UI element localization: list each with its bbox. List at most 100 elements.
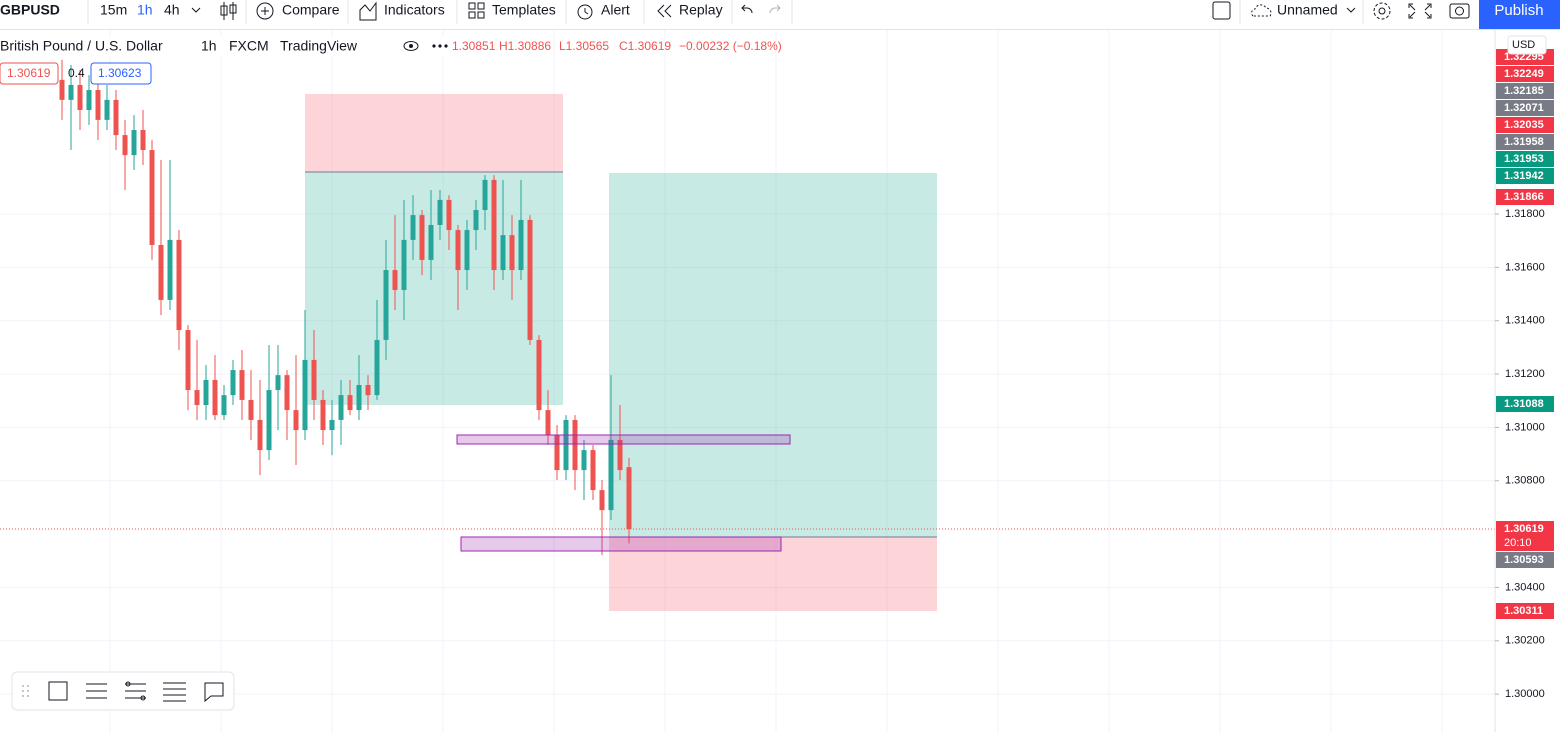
candle-body <box>203 379 209 406</box>
horizontal-grid <box>0 213 1495 695</box>
candle-body <box>68 84 74 100</box>
price-label: 1.31958 <box>1504 136 1544 148</box>
legend-bg <box>0 36 448 56</box>
publish-button[interactable] <box>1479 0 1560 29</box>
target-zone <box>305 172 563 405</box>
replay-icon[interactable] <box>657 4 672 18</box>
candle-body <box>365 385 371 396</box>
price-label-bg <box>1496 396 1554 412</box>
sell-box[interactable] <box>0 62 59 85</box>
candle-body <box>419 215 425 260</box>
candle-body <box>239 370 245 400</box>
fullscreen-icon[interactable] <box>1408 3 1432 19</box>
candle-body <box>275 375 281 391</box>
chevron[interactable] <box>191 7 201 13</box>
currency-button[interactable] <box>1507 35 1547 55</box>
price-label: 1.30619 <box>1504 523 1544 535</box>
y-tick-label: 1.31000 <box>1505 421 1545 433</box>
drawing-toolbar <box>11 671 235 711</box>
vertical-grid <box>109 30 1443 732</box>
candle-body <box>482 179 488 211</box>
candle-body <box>302 359 308 431</box>
rectangle-tool[interactable] <box>48 681 68 701</box>
candle-body <box>257 419 263 451</box>
candle-body <box>500 235 506 271</box>
candle-body <box>437 199 443 225</box>
legend-high: H1.30886 <box>499 39 551 53</box>
price-label: 1.32185 <box>1504 85 1544 97</box>
target-zone <box>609 173 937 537</box>
candle-body <box>392 270 398 291</box>
legend-exchange: FXCM <box>229 38 269 54</box>
spread: 0.4 <box>68 66 85 80</box>
interval[interactable]: 1h <box>137 2 153 18</box>
legend-low: L1.30565 <box>559 39 609 53</box>
symbol[interactable]: GBPUSD <box>0 2 60 18</box>
chart-type-icon[interactable] <box>220 2 237 20</box>
candle-body <box>95 90 101 120</box>
legend-open: 1.30851 <box>452 39 496 53</box>
candle-body <box>149 150 155 245</box>
candle-body <box>140 130 146 151</box>
price-label-bg <box>1496 603 1554 619</box>
candle-body <box>59 79 65 100</box>
price-axis-labels: 1.31800 1.31600 1.31400 1.31200 1.31000 1.308… <box>1495 208 1545 700</box>
templates-icon[interactable] <box>468 2 485 19</box>
snapshot-icon[interactable] <box>1449 3 1470 19</box>
zone-rectangle <box>456 434 791 445</box>
candle-body <box>77 84 83 111</box>
y-tick-label: 1.30000 <box>1505 688 1545 700</box>
y-tick-label: 1.30200 <box>1505 635 1545 647</box>
layout-name[interactable]: Unnamed <box>1277 2 1338 18</box>
candle-body <box>176 239 182 331</box>
price-label: 1.32071 <box>1504 102 1544 114</box>
compare-icon[interactable] <box>256 2 274 20</box>
candle-body <box>536 339 542 411</box>
templates[interactable]: Templates <box>492 2 556 18</box>
note-tool[interactable] <box>204 682 224 703</box>
candle-body <box>266 390 272 451</box>
price-label: 1.30311 <box>1504 605 1543 617</box>
legend-name: British Pound / U.S. Dollar <box>0 38 163 54</box>
price-label-bg <box>1496 521 1554 551</box>
chevron[interactable] <box>1346 7 1356 13</box>
candle-body <box>320 399 326 431</box>
lines-tool[interactable] <box>163 682 186 702</box>
indicators[interactable]: Indicators <box>384 2 445 18</box>
y-tick-label: 1.31600 <box>1505 261 1545 273</box>
candle-body <box>401 239 407 291</box>
currency[interactable]: USD <box>1512 39 1535 51</box>
price-label-bg <box>1496 151 1554 167</box>
ask[interactable]: 1.30623 <box>98 66 142 80</box>
layout-icon[interactable] <box>1212 1 1231 20</box>
y-tick-label: 1.31800 <box>1505 208 1545 220</box>
zone-rectangle <box>460 536 782 552</box>
indicators-icon[interactable] <box>359 1 377 21</box>
price-label-bg <box>1496 552 1554 568</box>
undo[interactable] <box>741 4 753 14</box>
alert[interactable]: Alert <box>601 2 630 18</box>
candle-body <box>374 339 380 396</box>
candle-body <box>113 99 119 136</box>
alert-icon[interactable] <box>577 4 593 20</box>
more-icon[interactable] <box>432 44 448 48</box>
candle-body <box>167 239 173 300</box>
publish[interactable]: Publish <box>1494 2 1543 19</box>
buy-box[interactable] <box>90 62 152 85</box>
settings-icon[interactable] <box>1373 2 1391 20</box>
replay[interactable]: Replay <box>679 2 723 18</box>
cloud-icon[interactable] <box>1251 4 1272 17</box>
interval[interactable]: 4h <box>164 2 180 18</box>
position-tool[interactable] <box>125 681 146 701</box>
compare[interactable]: Compare <box>282 2 340 18</box>
eye-icon[interactable] <box>403 41 419 51</box>
candle-body <box>473 210 479 231</box>
interval[interactable]: 15m <box>100 2 127 18</box>
candle-body <box>446 199 452 231</box>
redo[interactable] <box>769 4 781 14</box>
price-label-bg <box>1496 66 1554 82</box>
bid[interactable]: 1.30619 <box>7 66 51 80</box>
price-label-bg <box>1496 134 1554 150</box>
candle-body <box>545 410 551 436</box>
fib-tool[interactable] <box>86 683 107 699</box>
